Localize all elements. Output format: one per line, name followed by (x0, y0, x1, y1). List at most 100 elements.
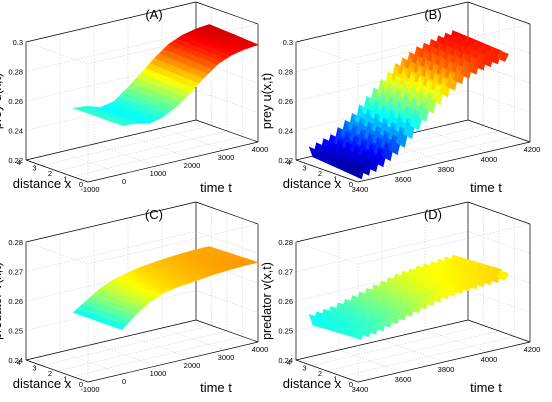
z-tick-label: 0.27 (8, 268, 23, 277)
y-gridline (342, 218, 515, 377)
y-tick-label: 2 (48, 369, 52, 378)
x-gridline (59, 234, 123, 375)
y-tick-label: 3 (32, 164, 36, 173)
x-tick-label: 4000 (252, 145, 269, 154)
surface (72, 246, 260, 331)
axis-box-edge (25, 359, 89, 383)
x-tick-label: 2000 (184, 361, 201, 370)
z-tick-label: 0.27 (278, 268, 293, 277)
axis-box-edge (25, 319, 197, 361)
x-tick-label: 4000 (252, 345, 269, 354)
z-tick-label: 0.26 (278, 297, 293, 306)
y-tick-label: 0 (349, 180, 353, 189)
panel-title: (A) (145, 7, 162, 22)
x-gridline (338, 232, 402, 373)
z-tick-label: 0.24 (278, 127, 293, 136)
axis-box-edge (25, 1, 197, 43)
x-gridline (381, 22, 445, 163)
z-tick-label: 0.28 (278, 238, 293, 247)
chart-panel-c: 0.240.250.260.270.28-1000010002000300040… (0, 201, 269, 395)
axis-box-edge (357, 341, 531, 383)
z-tick-label: 0.25 (278, 327, 293, 336)
z-tick-label: 0.24 (8, 127, 23, 136)
z-axis-label: predator v(x,t) (0, 262, 4, 340)
axis-box-edge (25, 119, 197, 161)
axis-box-edge (87, 341, 259, 383)
axis-box-edge (295, 159, 359, 183)
axis-box-edge (357, 141, 531, 183)
y-tick-label: 3 (32, 364, 36, 373)
y-gridline (326, 213, 500, 372)
z-tick-label: 0.24 (278, 356, 293, 365)
y-tick-label: 2 (48, 169, 52, 178)
axis-box-edge (25, 159, 89, 183)
panel-title: (C) (145, 207, 163, 222)
x-gridline (93, 26, 157, 167)
z-gridline (295, 60, 531, 102)
surface-patch (496, 50, 509, 62)
axis-box-edge (467, 119, 531, 143)
z-gridline (295, 290, 531, 331)
y-axis-label: distance x (13, 376, 72, 391)
x-tick-label: 1000 (150, 169, 167, 178)
x-tick-label: 4000 (481, 155, 498, 164)
y-tick-label: 4 (17, 358, 21, 367)
z-gridline (25, 201, 259, 243)
chart-panel-a: 0.220.240.260.280.3-10000100020003000400… (0, 1, 269, 195)
chart-panel-d: 0.24 0.25 0.26 0.27 0.28 3400 3600 3800 4000 4200… (260, 201, 540, 395)
axis-box-edge (295, 359, 359, 383)
z-gridline (295, 201, 531, 243)
x-tick-label: 3600 (395, 375, 412, 384)
y-tick-label: 1 (333, 175, 337, 184)
z-gridline (295, 90, 531, 131)
x-tick-label: 3000 (218, 353, 235, 362)
y-tick-label: 4 (287, 158, 291, 167)
surface-patch (244, 259, 260, 264)
panel-title: (B) (424, 7, 441, 22)
x-tick-label: -1000 (80, 185, 99, 194)
x-tick-label: -1000 (80, 385, 99, 394)
surface-patch (496, 270, 509, 281)
y-axis-label: distance x (13, 176, 72, 191)
top-front-edge (295, 223, 531, 265)
z-tick-label: 0.25 (8, 327, 23, 336)
x-gridline (161, 210, 225, 351)
z-axis-label: prey u(x,t) (260, 73, 274, 129)
x-tick-label: 4200 (524, 145, 541, 154)
x-gridline (127, 18, 191, 159)
y-tick-label: 4 (17, 158, 21, 167)
x-axis-label: time t (200, 180, 232, 195)
y-tick-label: 4 (287, 358, 291, 367)
x-gridline (381, 222, 445, 363)
y-axis-label: distance x (283, 176, 342, 191)
axis-box-edge (295, 201, 469, 243)
x-gridline (127, 218, 191, 359)
z-gridline (295, 1, 531, 43)
x-tick-label: 3800 (438, 165, 455, 174)
z-tick-label: 0.24 (8, 356, 23, 365)
surface-patch (244, 40, 259, 47)
z-gridline (295, 260, 531, 302)
x-tick-label: 1000 (150, 369, 167, 378)
surface (308, 254, 509, 340)
z-axis-label: predator v(x,t) (260, 262, 274, 340)
z-tick-label: 0.26 (8, 97, 23, 106)
y-tick-label: 2 (318, 169, 322, 178)
x-gridline (161, 10, 225, 151)
y-tick-label: 3 (302, 164, 306, 173)
axis-box-edge (295, 1, 469, 43)
z-tick-label: 0.28 (8, 238, 23, 247)
surface (308, 30, 509, 180)
y-tick-label: 2 (318, 369, 322, 378)
x-gridline (59, 34, 123, 175)
axis-box-edge (87, 141, 259, 183)
y-tick-label: 3 (302, 364, 306, 373)
z-tick-label: 0.3 (13, 38, 23, 47)
axis-box-edge (195, 119, 259, 143)
y-tick-label: 1 (63, 375, 67, 384)
axis-box-edge (195, 201, 259, 225)
y-tick-label: 0 (79, 380, 83, 389)
z-axis-label: prey u(x,t) (0, 73, 4, 129)
axis-box-edge (467, 1, 531, 25)
